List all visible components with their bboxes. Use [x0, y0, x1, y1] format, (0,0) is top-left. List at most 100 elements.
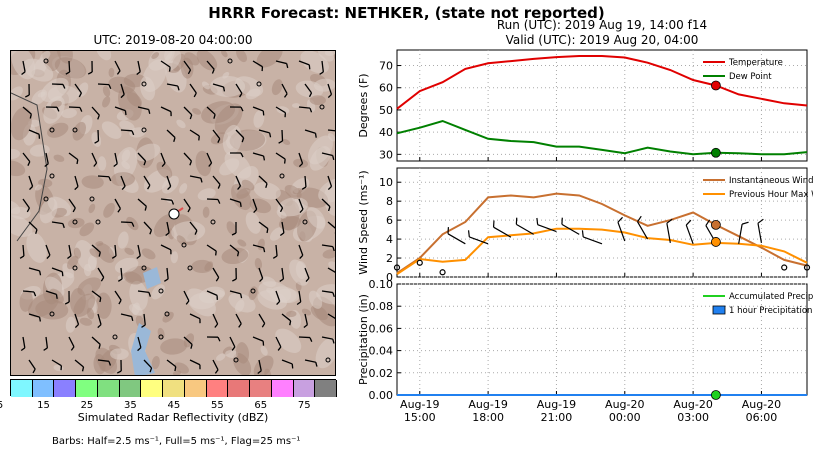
calm-circle [158, 288, 164, 294]
wind-barb [28, 267, 42, 276]
wind-barb [22, 198, 30, 213]
wind-barb [97, 359, 112, 366]
wind-barb [327, 129, 335, 132]
wind-barb [189, 129, 200, 141]
lake-shape [143, 267, 161, 289]
wind-barb [235, 313, 242, 328]
current-time-marker [710, 390, 721, 400]
calm-circle [250, 288, 256, 294]
calm-circle [279, 173, 285, 179]
wind-barb [581, 230, 603, 245]
x-tick-label-date: Aug-20 [605, 398, 644, 411]
wind-barb [278, 129, 284, 144]
wind-barb [206, 106, 216, 119]
wind-barb [467, 230, 489, 245]
calm-circle [187, 265, 193, 271]
wind-barb [229, 244, 240, 257]
wind-barb [561, 217, 580, 235]
wind-barb [757, 218, 764, 243]
calm-circle [181, 242, 187, 248]
wind-barb [235, 83, 243, 98]
calm-circle [49, 127, 55, 133]
colorbar-segment [119, 380, 142, 397]
wind-barb [637, 215, 649, 240]
wind-barb [120, 83, 125, 99]
wind-barb [91, 336, 101, 349]
calm-circle [141, 265, 147, 271]
y-tick-label: 6 [386, 214, 393, 227]
calm-circle [227, 58, 233, 64]
wind-barb [120, 221, 135, 227]
wind-barb [206, 244, 217, 256]
wind-barb [141, 313, 146, 328]
x-tick-label-date: Aug-19 [537, 398, 576, 411]
x-tick-label-time: 06:00 [746, 411, 778, 424]
calm-circle [89, 196, 95, 202]
wind-barb [298, 106, 313, 113]
wind-barb [20, 336, 26, 352]
wind-barb [43, 336, 49, 351]
x-tick-label-time: 15:00 [404, 411, 436, 424]
wind-barb [189, 175, 203, 183]
wind-barb [229, 198, 242, 207]
calm-circle [112, 334, 118, 340]
wind-barb [160, 244, 172, 255]
series-line [396, 227, 808, 276]
wind-barb [94, 129, 100, 144]
wind-barb [327, 221, 335, 234]
wind-barb [136, 60, 141, 76]
wind-barb [258, 129, 272, 138]
wind-barb [206, 336, 221, 342]
wind-barb [22, 290, 37, 297]
wind-barb [258, 313, 266, 328]
figure-title: HRRR Forecast: NETHKER, (state not repor… [208, 4, 605, 22]
calm-circle [72, 127, 78, 133]
y-tick-label: 2 [386, 252, 393, 265]
x-tick-label-time: 03:00 [677, 411, 709, 424]
wind-barb [113, 152, 118, 168]
wind-barb [206, 60, 215, 74]
boundary-line [11, 92, 48, 242]
x-tick-label-date: Aug-20 [673, 398, 712, 411]
wind-barb [705, 219, 717, 244]
wind-barb [321, 336, 335, 344]
calm-circle [49, 311, 55, 317]
panel-1: 30 40 50 60 70 Degrees (F) Temperature Dew Poin… [357, 49, 808, 162]
wind-barb [183, 152, 193, 166]
wind-barb [97, 83, 112, 89]
calm-circle [141, 127, 147, 133]
wind-barb [120, 129, 135, 136]
wind-barb [91, 152, 98, 167]
wind-barb [304, 129, 317, 138]
wind-barb [166, 83, 180, 91]
panel-frame [396, 49, 808, 162]
wind-barb [229, 290, 243, 299]
wind-barb [281, 83, 288, 98]
colorbar-tick-label: 5 [0, 400, 3, 411]
calm-circle [210, 219, 216, 225]
wind-barb [301, 175, 307, 190]
colorbar-segment [11, 380, 33, 397]
wind-barb [143, 175, 151, 190]
colorbar-tick-label: 65 [254, 400, 267, 411]
series-line [396, 55, 808, 110]
wind-barb [327, 175, 333, 191]
wind-barb [68, 336, 75, 351]
wind-barb [166, 359, 177, 372]
wind-barb [68, 198, 76, 213]
wind-barb [298, 60, 311, 70]
wind-barb [296, 290, 302, 305]
wind-barb [275, 152, 286, 164]
wind-barb [120, 175, 126, 190]
y-tick-label: 70 [379, 60, 393, 73]
colorbar-segment [163, 380, 185, 397]
calm-circle [72, 265, 78, 271]
run-title: Run (UTC): 2019 Aug 19, 14:00 f14 Valid … [397, 18, 807, 48]
wind-barb [116, 359, 122, 374]
colorbar-tick-label: 45 [167, 400, 180, 411]
calm-circle [164, 311, 170, 317]
wind-barb [28, 129, 41, 139]
reflectivity-colorbar [10, 379, 337, 397]
legend-label: Accumulated Precipitation [729, 292, 813, 302]
colorbar-segment [141, 380, 164, 397]
